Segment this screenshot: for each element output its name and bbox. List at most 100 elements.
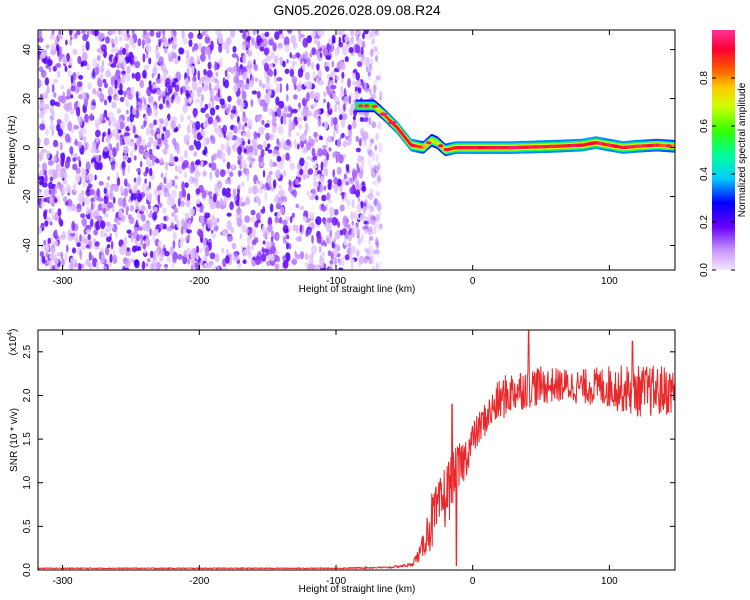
- noise-cell: [312, 155, 318, 161]
- noise-cell: [115, 162, 118, 168]
- noise-cell: [219, 169, 226, 178]
- noise-cell: [131, 43, 136, 50]
- noise-cell: [331, 216, 338, 226]
- noise-cell: [205, 153, 208, 158]
- noise-cell: [44, 77, 50, 86]
- noise-cell: [298, 205, 305, 211]
- noise-cell: [307, 223, 312, 228]
- noise-cell: [253, 131, 258, 140]
- noise-cell: [374, 49, 381, 55]
- noise-cell: [60, 251, 64, 260]
- colorbar: 0.0 0.2 0.4 0.6 0.8 Normalized spectral ampl…: [699, 30, 748, 277]
- noise-cell: [365, 34, 371, 40]
- noise-cell: [76, 242, 81, 247]
- noise-cell: [151, 229, 156, 236]
- noise-cell: [327, 136, 332, 143]
- noise-cell: [39, 99, 43, 105]
- noise-cell: [128, 189, 133, 194]
- noise-cell: [286, 113, 293, 118]
- ridge-peak: [398, 130, 404, 134]
- noise-cell: [347, 135, 352, 144]
- noise-cell: [207, 61, 212, 70]
- ridge-peak: [606, 143, 611, 147]
- noise-cell: [144, 222, 151, 232]
- y-tick-label: 20: [22, 93, 33, 105]
- noise-cell: [129, 112, 134, 123]
- noise-cell: [310, 61, 315, 70]
- noise-cell: [184, 149, 188, 159]
- snr-y-ticks: 0.0 0.5 1.0 1.5 2.0 2.5: [22, 344, 675, 577]
- noise-cell: [142, 243, 146, 250]
- noise-cell: [280, 142, 284, 149]
- noise-cell: [156, 249, 160, 258]
- noise-cell: [109, 193, 114, 200]
- noise-cell: [262, 38, 268, 48]
- noise-cell: [82, 34, 88, 42]
- noise-cell: [78, 75, 84, 80]
- noise-cell: [176, 219, 180, 228]
- noise-cell: [51, 128, 54, 136]
- noise-cell: [122, 47, 127, 56]
- noise-cell: [97, 78, 103, 88]
- noise-cell: [254, 255, 261, 266]
- noise-cell: [126, 30, 129, 34]
- noise-cell: [185, 198, 191, 208]
- noise-cell: [188, 144, 195, 151]
- noise-cell: [375, 153, 379, 163]
- noise-cell: [129, 151, 133, 159]
- noise-cell: [325, 55, 332, 60]
- noise-cell: [201, 190, 207, 199]
- noise-cell: [197, 70, 201, 81]
- noise-cell: [94, 241, 100, 247]
- noise-cell: [360, 46, 364, 55]
- noise-cell: [338, 114, 343, 121]
- noise-cell: [162, 244, 166, 249]
- noise-cell: [271, 110, 276, 118]
- noise-cell: [38, 30, 42, 39]
- noise-cell: [80, 263, 85, 269]
- noise-cell: [357, 155, 361, 163]
- noise-cell: [50, 207, 54, 217]
- noise-cell: [345, 163, 350, 171]
- colorbar-label: Normalized spectral amplitude: [737, 82, 748, 217]
- noise-cell: [72, 48, 78, 56]
- noise-cell: [114, 217, 119, 223]
- noise-cell: [158, 56, 164, 66]
- noise-cell: [275, 83, 281, 92]
- noise-cell: [189, 176, 194, 184]
- noise-cell: [107, 111, 114, 120]
- noise-cell: [136, 91, 139, 102]
- noise-cell: [356, 222, 359, 227]
- noise-cell: [376, 30, 380, 37]
- noise-cell: [128, 123, 134, 130]
- noise-cell: [327, 179, 333, 184]
- noise-cell: [107, 176, 110, 181]
- noise-cell: [362, 207, 366, 215]
- noise-cell: [372, 200, 378, 205]
- noise-cell: [232, 84, 239, 93]
- noise-cell: [42, 92, 49, 100]
- snr-x-label: Height of straight line (km): [299, 584, 416, 595]
- x-tick-label: 100: [601, 276, 618, 287]
- noise-cell: [89, 218, 94, 228]
- noise-cell: [204, 212, 211, 219]
- noise-cell: [224, 69, 228, 78]
- noise-cell: [347, 78, 351, 88]
- noise-cell: [264, 94, 268, 100]
- noise-cell: [231, 242, 237, 250]
- noise-cell: [107, 142, 111, 152]
- noise-cell: [120, 76, 126, 84]
- noise-cell: [96, 122, 99, 131]
- noise-cell: [74, 262, 80, 268]
- noise-cell: [40, 69, 47, 78]
- noise-cell: [207, 102, 212, 109]
- noise-cell: [204, 36, 211, 44]
- noise-cell: [149, 167, 153, 177]
- noise-cell: [372, 216, 377, 222]
- noise-cell: [270, 236, 274, 243]
- noise-cell: [50, 43, 56, 51]
- noise-cell: [107, 86, 114, 96]
- noise-cell: [376, 214, 380, 222]
- noise-cell: [86, 185, 90, 193]
- noise-cell: [39, 169, 44, 176]
